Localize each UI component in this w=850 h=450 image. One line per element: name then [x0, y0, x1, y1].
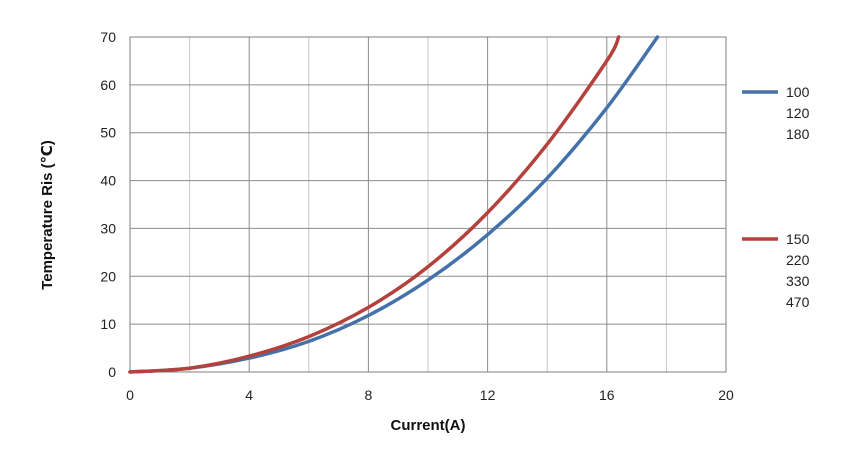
y-axis-title: Temperature Ris (℃)	[39, 140, 56, 290]
y-tick-label: 30	[100, 220, 116, 236]
legend-label: 120	[786, 105, 810, 121]
x-tick-label: 16	[599, 387, 615, 403]
x-tick-label: 20	[718, 387, 734, 403]
x-axis-ticks: 0 4 8 12 16 20	[126, 387, 734, 403]
legend-label: 470	[786, 294, 810, 310]
y-tick-label: 60	[100, 77, 116, 93]
x-tick-label: 12	[480, 387, 496, 403]
y-tick-label: 70	[100, 29, 116, 45]
y-tick-label: 40	[100, 173, 116, 189]
legend-label: 220	[786, 252, 810, 268]
legend-label: 150	[786, 231, 810, 247]
y-tick-label: 50	[100, 125, 116, 141]
y-axis-ticks: 0 10 20 30 40 50 60 70	[100, 29, 116, 380]
legend: 100 120 180 150 220 330 470	[742, 84, 810, 310]
legend-label: 100	[786, 84, 810, 100]
y-tick-label: 10	[100, 316, 116, 332]
x-tick-label: 8	[365, 387, 373, 403]
x-tick-label: 0	[126, 387, 134, 403]
legend-label: 330	[786, 273, 810, 289]
series-line-2	[128, 35, 621, 374]
grid	[130, 37, 726, 372]
x-tick-label: 4	[245, 387, 253, 403]
x-axis-title: Current(A)	[391, 417, 466, 434]
y-tick-label: 0	[108, 364, 116, 380]
series-lines	[128, 35, 660, 374]
plot-border	[129, 36, 727, 373]
legend-label: 180	[786, 126, 810, 142]
y-tick-label: 20	[100, 268, 116, 284]
